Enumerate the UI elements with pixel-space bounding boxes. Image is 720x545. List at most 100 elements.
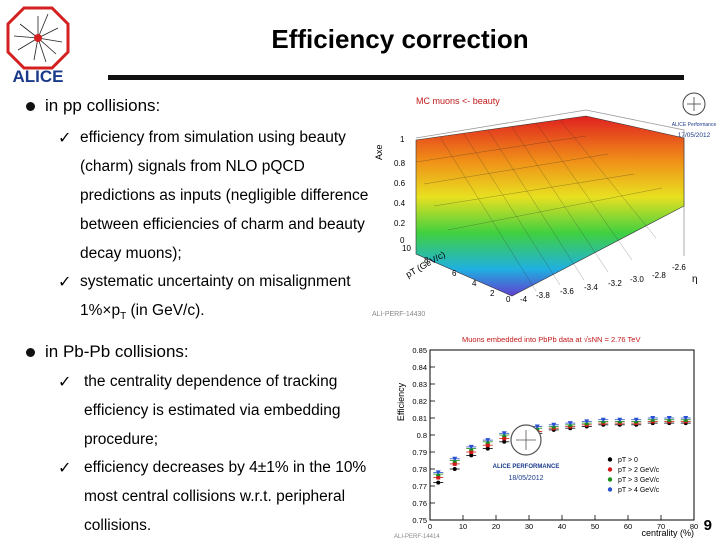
eta-tick: -3.8 xyxy=(536,291,550,300)
y-tick-label: 0.76 xyxy=(412,499,427,508)
pt-tick-4: 4 xyxy=(472,279,477,288)
pp-item2-line1: systematic uncertainty on misalignment xyxy=(80,273,351,290)
top-badge-text: ALICE Performance xyxy=(672,122,717,128)
data-point xyxy=(436,475,441,480)
bullet-pbpb: in Pb-Pb collisions: xyxy=(26,342,189,362)
legend-entry: pT > 3 GeV/c xyxy=(618,477,660,484)
check-icon: ✓ xyxy=(58,460,72,477)
bullet-dot-icon xyxy=(26,102,35,112)
x-tick-label: 30 xyxy=(525,522,533,531)
data-point xyxy=(567,421,573,426)
title-divider xyxy=(108,75,684,80)
x-tick-label: 20 xyxy=(492,522,500,531)
pt-tick-10: 10 xyxy=(402,244,411,253)
page-number: 9 xyxy=(703,517,712,534)
y-tick-label: 0.77 xyxy=(412,482,427,491)
data-point xyxy=(600,417,606,423)
data-point xyxy=(502,439,507,444)
legend-entry: pT > 0 xyxy=(618,457,638,464)
data-point xyxy=(435,470,441,475)
bullet-dot-icon xyxy=(26,348,35,358)
chart-ylabel: Efficiency xyxy=(396,382,406,421)
bullet-pbpb-heading: in Pb-Pb collisions: xyxy=(45,342,189,361)
data-point xyxy=(452,456,458,462)
bullet-pp-heading: in pp collisions: xyxy=(45,96,161,115)
pp-item1-line1: efficiency from simulation using beauty xyxy=(80,129,346,146)
z-tick-08: 0.8 xyxy=(394,159,406,168)
legend-marker xyxy=(607,477,613,482)
data-point xyxy=(485,443,490,448)
z-tick-02: 0.2 xyxy=(394,219,406,228)
efficiency-centrality-plot: Muons embedded into PbPb data at √sNN = … xyxy=(394,322,704,540)
x-tick-label: 40 xyxy=(558,522,566,531)
y-tick-label: 0.79 xyxy=(412,448,427,457)
y-tick-label: 0.78 xyxy=(412,465,427,474)
legend-marker xyxy=(607,467,613,472)
x-tick-label: 10 xyxy=(459,522,467,531)
bullet-pp: in pp collisions: xyxy=(26,96,160,116)
alice-logo-emblem: ALICE xyxy=(6,6,70,86)
pt-tick-2: 2 xyxy=(490,289,495,298)
y-tick-label: 0.81 xyxy=(412,414,427,423)
eta-tick: -3.0 xyxy=(630,275,644,284)
logo-text: ALICE xyxy=(13,67,64,86)
alice-logo: ALICE xyxy=(4,4,72,86)
chart-footer: ALI-PERF-14414 xyxy=(394,534,440,540)
z-tick-06: 0.6 xyxy=(394,179,406,188)
pbpb-item1-line2: efficiency is estimated via embedding xyxy=(84,402,341,419)
x-tick-label: 80 xyxy=(690,522,698,531)
efficiency-3d-plot: MC muons <- beauty ALICE Performance 17/… xyxy=(372,88,720,320)
data-point xyxy=(469,453,474,458)
y-tick-label: 0.75 xyxy=(412,516,427,525)
data-point xyxy=(551,422,557,428)
data-point xyxy=(617,417,623,423)
pbpb-item1-line1: the centrality dependence of tracking xyxy=(84,373,338,390)
top-plot-legend: MC muons <- beauty xyxy=(416,96,500,106)
x-tick-label: 70 xyxy=(657,522,665,531)
pp-item2-line2: 1%×pT (in GeV/c). xyxy=(80,302,205,323)
pbpb-item2-line2: most central collisions w.r.t. periphera… xyxy=(84,488,346,505)
slide-title: Efficiency correction xyxy=(271,24,529,54)
data-point xyxy=(485,438,491,443)
pp-item1-line3: predictions as inputs (negligible differ… xyxy=(80,187,369,204)
y-tick-label: 0.82 xyxy=(412,397,427,406)
x-tick-label: 50 xyxy=(591,522,599,531)
data-point xyxy=(534,424,540,429)
pp-item1-line2: (charm) signals from NLO pQCD xyxy=(80,158,305,175)
data-point xyxy=(468,444,474,450)
eta-tick: -3.2 xyxy=(608,279,622,288)
data-point xyxy=(436,480,441,485)
efficiency-surface xyxy=(415,115,685,297)
pt-tick-0: 0 xyxy=(506,295,511,304)
y-tick-label: 0.84 xyxy=(412,363,427,372)
pbpb-item2-line3: collisions. xyxy=(84,517,152,534)
y-tick-label: 0.85 xyxy=(412,346,427,355)
eta-axis-label: η xyxy=(692,274,698,285)
eta-tick: -4 xyxy=(520,295,528,304)
chart-xlabel: centrality (%) xyxy=(641,528,694,538)
data-point xyxy=(502,436,507,441)
pbpb-item2-line1: efficiency decreases by 4±1% in the 10% xyxy=(84,459,367,476)
eta-tick: -3.4 xyxy=(584,283,598,292)
eta-tick: -2.8 xyxy=(652,271,666,280)
data-point xyxy=(633,417,639,423)
data-point xyxy=(452,467,457,471)
x-tick-label: 60 xyxy=(624,522,632,531)
z-axis-label: Axe xyxy=(374,144,384,160)
chart-badge-text: ALICE PERFORMANCE xyxy=(493,464,560,470)
chart-badge-date: 18/05/2012 xyxy=(508,475,543,482)
alice-performance-badge: ALICE Performance 17/05/2012 xyxy=(672,92,717,139)
data-point xyxy=(683,416,689,421)
eta-tick: -2.6 xyxy=(672,263,686,272)
pbpb-item1-line3: procedure; xyxy=(84,431,159,448)
legend-marker xyxy=(607,457,613,462)
pp-item1-line5: decay muons); xyxy=(80,245,182,262)
alice-performance-badge: ALICE PERFORMANCE 18/05/2012 xyxy=(493,424,560,482)
pt-tick-8: 8 xyxy=(424,256,429,265)
top-badge-date: 17/05/2012 xyxy=(678,132,711,139)
legend-marker xyxy=(607,487,613,492)
data-point xyxy=(584,419,590,424)
data-point xyxy=(666,416,672,421)
data-point xyxy=(501,431,507,436)
x-tick-label: 0 xyxy=(428,522,432,531)
